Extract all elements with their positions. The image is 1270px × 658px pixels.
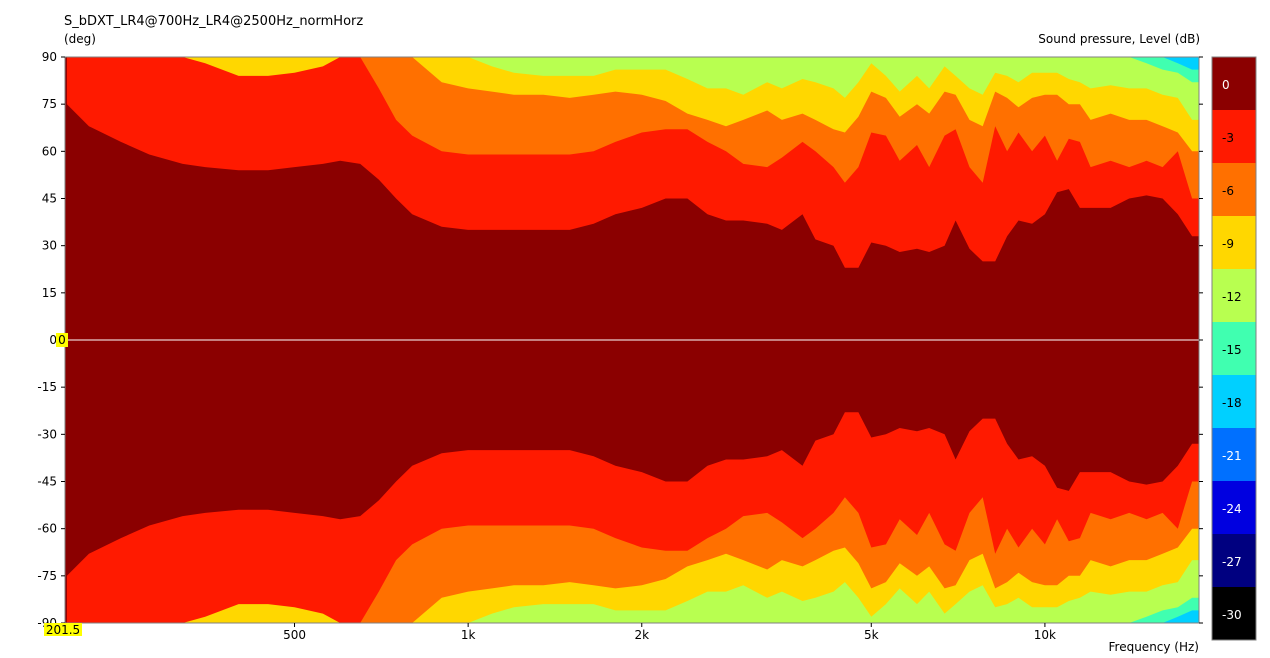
colorbar-swatch--6 — [1212, 163, 1256, 216]
colorbar-label--27: -27 — [1222, 555, 1242, 569]
y-tick-label: -75 — [37, 569, 57, 583]
x-tick-label: 10k — [1034, 628, 1056, 642]
colorbar-swatch--30 — [1212, 587, 1256, 640]
colorbar-swatch--24 — [1212, 481, 1256, 534]
colorbar: 0 -3 -6 -9 -12 -15 -18 -21 -24 -27 -30 — [1211, 56, 1257, 641]
x-axis-label: Frequency (Hz) — [1108, 640, 1200, 654]
cursor-x-badge — [44, 623, 82, 636]
y-tick-label: -15 — [37, 380, 57, 394]
contour-band--9db-top[interactable] — [66, 57, 1199, 152]
colorbar-swatch--3 — [1212, 110, 1256, 163]
colorbar-label--9: -9 — [1222, 237, 1234, 251]
colorbar-swatch--12 — [1212, 269, 1256, 322]
y-tick-label: -45 — [37, 475, 57, 489]
y-tick-label: 45 — [42, 192, 57, 206]
colorbar-swatch-0 — [1212, 57, 1256, 110]
y-tick-label: -30 — [37, 427, 57, 441]
colorbar-label--24: -24 — [1222, 502, 1242, 516]
contour-plot[interactable] — [65, 57, 1199, 623]
x-tick-label: 500 — [283, 628, 306, 642]
colorbar-label--6: -6 — [1222, 184, 1234, 198]
colorbar-label--30: -30 — [1222, 608, 1242, 622]
y-tick-label: 75 — [42, 97, 57, 111]
cursor-readout: 0 201.5 — [44, 333, 82, 637]
colorbar-swatch--15 — [1212, 322, 1256, 375]
colorbar-label-0: 0 — [1222, 78, 1230, 92]
colorbar-label--12: -12 — [1222, 290, 1242, 304]
y-tick-label: 90 — [42, 50, 57, 64]
contour-band--12db-top[interactable] — [66, 57, 1199, 120]
colorbar-swatch--21 — [1212, 428, 1256, 481]
y-tick-label: -60 — [37, 522, 57, 536]
x-tick-label: 5k — [864, 628, 879, 642]
cursor-y-badge — [56, 333, 68, 347]
colorbar-label--15: -15 — [1222, 343, 1242, 357]
colorbar-frame — [1211, 56, 1257, 641]
colorbar-swatch--18 — [1212, 375, 1256, 428]
contour-band--12db-bottom[interactable] — [66, 560, 1199, 623]
cursor-x-value: 201.5 — [46, 623, 80, 637]
x-tick-label: 1k — [461, 628, 476, 642]
y-tick-label: 60 — [42, 144, 57, 158]
colorbar-swatch--9 — [1212, 216, 1256, 269]
colorbar-label--21: -21 — [1222, 449, 1242, 463]
cursor-y-value: 0 — [58, 333, 66, 347]
y-tick-label: 0 — [49, 333, 57, 347]
y-axis-unit: (deg) — [64, 32, 96, 46]
colorbar-swatch--27 — [1212, 534, 1256, 587]
colorbar-label--3: -3 — [1222, 131, 1234, 145]
colorbar-label--18: -18 — [1222, 396, 1242, 410]
x-tick-label: 2k — [634, 628, 649, 642]
colorbar-label: Sound pressure, Level (dB) — [1038, 32, 1200, 46]
contour-band--9db-bottom[interactable] — [66, 528, 1199, 623]
y-tick-label: 30 — [42, 239, 57, 253]
chart-title: S_bDXT_LR4@700Hz_LR4@2500Hz_normHorz — [64, 14, 364, 29]
y-tick-label: 15 — [42, 286, 57, 300]
